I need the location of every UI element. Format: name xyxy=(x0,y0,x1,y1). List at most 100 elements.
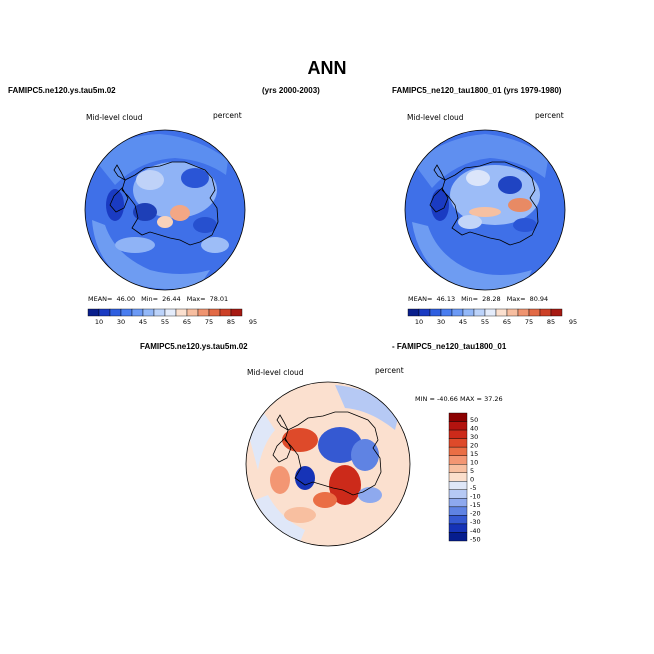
diff-colorbar-tick-label: -20 xyxy=(470,510,481,518)
panel-2-colorbar-swatch xyxy=(550,308,563,317)
diff-colorbar-tick-label: 50 xyxy=(470,416,478,424)
map-field-region xyxy=(255,495,305,542)
panel-1-colorbar-swatch xyxy=(175,308,188,317)
panel-2-colorbar-swatch xyxy=(484,308,497,317)
diff-colorbar-tick-label: -10 xyxy=(470,493,481,501)
map-field-region xyxy=(284,507,316,523)
map-field-region xyxy=(181,168,209,188)
diff-colorbar-tick-label: -5 xyxy=(470,484,476,492)
map-field-region xyxy=(450,165,540,225)
diff-map-border xyxy=(245,381,411,547)
panel-1-colorbar-swatch xyxy=(87,308,100,317)
panel-1-colorbar-swatch xyxy=(98,308,111,317)
map-field-region xyxy=(270,466,290,494)
diff-colorbar-tick-label: 10 xyxy=(470,458,478,466)
panel-2: FAMIPC5_ne120_tau1800_01 (yrs 1979-1980)… xyxy=(392,86,577,326)
diff-colorbar-swatch xyxy=(448,472,468,482)
diff-colorbar-tick-label: 0 xyxy=(470,476,474,484)
panel-1-map xyxy=(85,130,245,290)
diff-colorbar-tick-label: -50 xyxy=(470,535,481,543)
panel-2-colorbar-swatch xyxy=(517,308,530,317)
panel-1-colorbar-swatch xyxy=(208,308,221,317)
panel-1-years-label: (yrs 2000-2003) xyxy=(262,86,320,95)
panel-1-colorbar-swatch xyxy=(131,308,144,317)
panel-2-colorbar-tick-label: 10 xyxy=(415,318,423,326)
panel-1-colorbar-tick-label: 10 xyxy=(95,318,103,326)
map-field-region xyxy=(351,439,379,471)
panel-1-colorbar-tick-label: 45 xyxy=(139,318,147,326)
panel-1-colorbar-swatch xyxy=(153,308,166,317)
diff-colorbar-swatch xyxy=(448,506,468,516)
panel-1-colorbar-swatch xyxy=(230,308,243,317)
map-field-region xyxy=(469,207,501,217)
panel-2-colorbar-swatch xyxy=(407,308,420,317)
panel-1-colorbar-tick-label: 30 xyxy=(117,318,125,326)
map-field-region xyxy=(412,222,532,290)
panel-1-colorbar-tick-label: 85 xyxy=(227,318,235,326)
diff-colorbar-swatch xyxy=(448,455,468,465)
map-field-region xyxy=(415,134,548,188)
diff-colorbar-swatch xyxy=(448,421,468,431)
antarctica-coastline xyxy=(429,161,539,246)
panel-2-colorbar-swatch xyxy=(429,308,442,317)
diff-colorbar-swatch xyxy=(448,438,468,448)
panel-2-colorbar-swatch xyxy=(451,308,464,317)
diff-colorbar-swatch xyxy=(448,498,468,508)
panel-2-colorbar-swatch xyxy=(495,308,508,317)
diff-colorbar-swatch xyxy=(448,464,468,473)
diff-colorbar-tick-label: 5 xyxy=(470,467,474,475)
panel-1-colorbar-tick-label: 55 xyxy=(161,318,169,326)
diff-variable: Mid-level cloud xyxy=(247,368,304,377)
panel-2-colorbar-swatch xyxy=(506,308,519,317)
map-field-region xyxy=(318,427,362,463)
panel-2-case-label: FAMIPC5_ne120_tau1800_01 (yrs 1979-1980) xyxy=(392,86,562,95)
peninsula-coastline xyxy=(113,164,126,182)
panel-2-colorbar-tick-label: 55 xyxy=(481,318,489,326)
diff-units: percent xyxy=(375,366,404,375)
panel-1-colorbar-swatch xyxy=(197,308,210,317)
diff-colorbar-tick-label: 20 xyxy=(470,441,478,449)
panel-1-colorbar-tick-label: 75 xyxy=(205,318,213,326)
panel-1-colorbar-swatch xyxy=(186,308,199,317)
panel-2-colorbar-swatch xyxy=(440,308,453,317)
panel-2-colorbar-tick-label: 65 xyxy=(503,318,511,326)
panel-1: FAMIPC5.ne120.ys.tau5m.02 (yrs 2000-2003… xyxy=(8,86,320,326)
panel-2-colorbar-swatch xyxy=(418,308,431,317)
map-field-region xyxy=(170,205,190,221)
map-field-region xyxy=(92,220,210,289)
diff-colorbar-tick-label: 15 xyxy=(470,450,478,458)
panel-1-map-border xyxy=(84,129,246,291)
panel-1-colorbar-swatch xyxy=(109,308,122,317)
map-field-region xyxy=(431,189,449,221)
map-field-region xyxy=(133,203,157,221)
panel-1-stats: MEAN= 46.00 Min= 26.44 Max= 78.01 xyxy=(88,295,228,303)
panel-2-colorbar-tick-label: 85 xyxy=(547,318,555,326)
map-field-region xyxy=(513,218,537,232)
panel-1-units: percent xyxy=(213,111,242,120)
diff-colorbar-swatch xyxy=(448,489,468,499)
panel-1-colorbar-tick-label: 95 xyxy=(249,318,257,326)
diff-label-left: FAMIPC5.ne120.ys.tau5m.02 xyxy=(140,342,248,351)
panel-2-stats: MEAN= 46.13 Min= 28.28 Max= 80.94 xyxy=(408,295,548,303)
map-field-region xyxy=(508,198,532,212)
map-field-region xyxy=(201,237,229,253)
panel-2-colorbar: 10 30 45 55 65 75 85 95 xyxy=(407,308,577,326)
panel-2-colorbar-swatch xyxy=(462,308,475,317)
diff-colorbar-tick-label: 30 xyxy=(470,433,478,441)
map-field-region xyxy=(498,176,522,194)
diff-colorbar-tick-label: -15 xyxy=(470,501,481,509)
panel-2-colorbar-tick-label: 75 xyxy=(525,318,533,326)
diff-label-right: - FAMIPC5_ne120_tau1800_01 xyxy=(392,342,507,351)
map-field-region xyxy=(106,189,124,221)
diff-colorbar-swatch xyxy=(448,532,468,542)
map-field-region xyxy=(313,492,337,508)
antarctica-coastline xyxy=(272,411,382,496)
diff-colorbar-swatch xyxy=(448,412,468,422)
panel-1-colorbar-swatch xyxy=(164,308,177,317)
panel-2-colorbar-swatch xyxy=(473,308,486,317)
panel-2-colorbar-swatch xyxy=(539,308,552,317)
diff-colorbar-tick-label: -40 xyxy=(470,527,481,535)
panel-2-colorbar-tick-label: 95 xyxy=(569,318,577,326)
